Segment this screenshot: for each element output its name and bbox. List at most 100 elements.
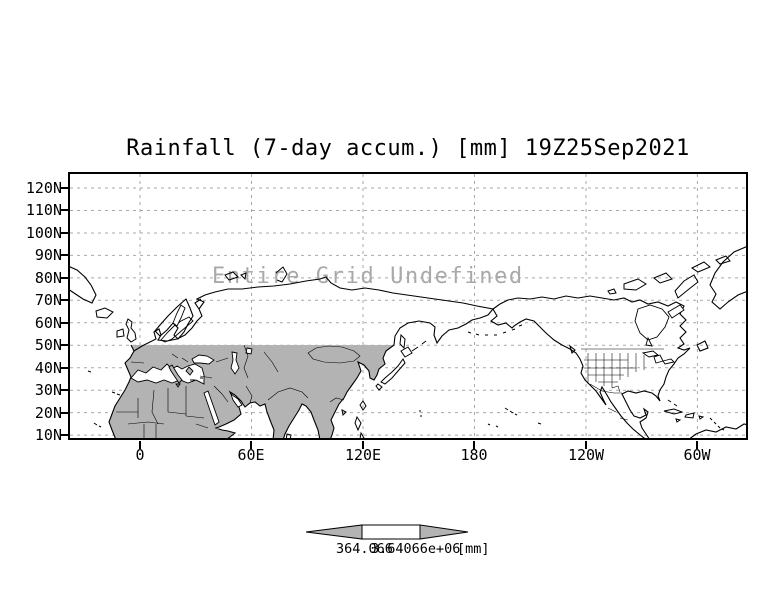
- iceland: [95, 307, 114, 319]
- y-tick-label: 30N: [34, 381, 62, 399]
- border-mongolia: [307, 345, 361, 364]
- white-sea-notch: [194, 298, 202, 310]
- y-tick-mark: [60, 434, 68, 436]
- sea-caspian: [230, 351, 240, 375]
- greece: [185, 366, 194, 376]
- y-tick-label: 90N: [34, 246, 62, 264]
- italy: [168, 364, 183, 384]
- x-tick-mark: [696, 441, 698, 449]
- x-tick-mark: [139, 441, 141, 449]
- y-tick-mark: [60, 389, 68, 391]
- na-borders: [581, 348, 664, 421]
- y-tick-mark: [60, 412, 68, 414]
- gulf-bothnia: [172, 304, 186, 327]
- colorbar-label-right: 3.64066e+06: [371, 541, 461, 557]
- crete-cyprus: [190, 377, 203, 381]
- y-tick-label: 80N: [34, 269, 62, 287]
- x-tick-label: 180: [460, 446, 488, 464]
- hokkaido: [400, 346, 413, 358]
- hainan: [341, 409, 347, 417]
- eurasia-islands: [95, 266, 427, 440]
- x-tick-label: 60E: [237, 446, 265, 464]
- world-map: [68, 172, 748, 440]
- north-america: [490, 295, 748, 440]
- sea-red: [203, 390, 220, 426]
- vancouver-island: [568, 344, 576, 355]
- puerto-rico: [698, 415, 705, 420]
- colorbar: [306, 524, 468, 540]
- hudson-strait: [667, 304, 685, 319]
- colorbar-left-arrow: [306, 524, 363, 540]
- atlantic-specks: [87, 370, 121, 428]
- y-tick-label: 50N: [34, 336, 62, 354]
- honshu: [380, 358, 406, 385]
- y-tick-label: 20N: [34, 404, 62, 422]
- colorbar-label-left: 364.066: [336, 541, 393, 557]
- shaded-landmask: [108, 344, 395, 440]
- colorbar-right-arrow: [419, 524, 468, 540]
- y-tick-label: 110N: [25, 201, 62, 219]
- hudson-bay: [634, 304, 670, 341]
- bahamas: [667, 399, 678, 407]
- greenland-east-edge: [68, 265, 97, 304]
- y-tick-label: 100N: [25, 224, 62, 242]
- undefined-grid-message: Entire Grid Undefined: [212, 264, 524, 289]
- sicily: [175, 383, 181, 388]
- coastline-eurasia-north: [133, 276, 495, 352]
- y-tick-mark: [60, 277, 68, 279]
- ocean-islands: [87, 324, 725, 431]
- y-tick-label: 40N: [34, 359, 62, 377]
- y-tick-label: 70N: [34, 291, 62, 309]
- ireland: [116, 328, 125, 338]
- coastline-na-west: [490, 308, 649, 440]
- coastlines-north: [133, 276, 495, 352]
- coastline-south-america-north: [687, 423, 748, 440]
- gulf-persian: [230, 392, 243, 408]
- sea-mediterranean: [130, 363, 205, 385]
- med-peninsulas: [168, 364, 194, 388]
- x-tick-mark: [473, 441, 475, 449]
- greenland: [68, 245, 748, 310]
- y-tick-mark: [60, 232, 68, 234]
- y-tick-label: 10N: [34, 426, 62, 444]
- y-tick-mark: [60, 209, 68, 211]
- kyushu: [375, 383, 383, 391]
- coastline-scandinavia: [154, 298, 194, 340]
- hawaii: [504, 407, 518, 416]
- kurils: [411, 340, 427, 352]
- taiwan: [359, 400, 367, 411]
- y-tick-mark: [60, 322, 68, 324]
- y-tick-mark: [60, 254, 68, 256]
- x-tick-mark: [362, 441, 364, 449]
- sea-black: [191, 354, 215, 365]
- lesser-antilles: [709, 417, 725, 431]
- x-tick-label: 60W: [683, 446, 711, 464]
- y-tick-mark: [60, 187, 68, 189]
- region-afro-eurasia-shaded: [109, 345, 394, 440]
- country-borders: [116, 344, 361, 440]
- novaya-zemlya: [275, 266, 288, 283]
- sakhalin: [399, 333, 406, 350]
- y-tick-mark: [60, 367, 68, 369]
- newfoundland: [696, 340, 709, 352]
- x-tick-label: 120E: [344, 446, 382, 464]
- x-tick-label: 120W: [567, 446, 605, 464]
- greenland-west-edge: [709, 245, 748, 310]
- na-water: [634, 304, 685, 365]
- james-bay: [645, 336, 653, 347]
- y-tick-label: 60N: [34, 314, 62, 332]
- chart-title: Rainfall (7-day accum.) [mm] 19Z25Sep202…: [126, 136, 690, 161]
- y-tick-mark: [60, 344, 68, 346]
- colorbar-box: [361, 524, 421, 540]
- plot-frame: [68, 172, 748, 440]
- arctic-islands: [607, 255, 731, 299]
- y-tick-mark: [60, 299, 68, 301]
- colorbar-unit: [mm]: [457, 541, 490, 557]
- pacific-specks: [419, 410, 542, 428]
- cuba: [663, 408, 684, 415]
- great-britain: [125, 318, 137, 343]
- x-tick-mark: [250, 441, 252, 449]
- x-tick-mark: [585, 441, 587, 449]
- jamaica: [675, 418, 682, 423]
